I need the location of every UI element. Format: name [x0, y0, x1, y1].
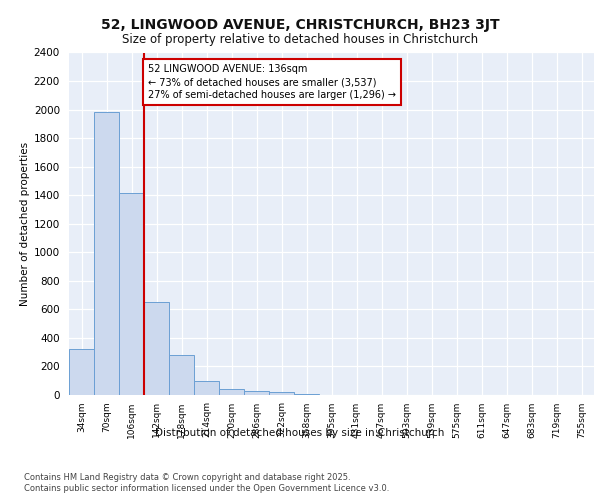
Bar	[69, 348, 94, 395]
Text: 52 LINGWOOD AVENUE: 136sqm
← 73% of detached houses are smaller (3,537)
27% of s: 52 LINGWOOD AVENUE: 136sqm ← 73% of deta…	[148, 64, 396, 100]
Text: Distribution of detached houses by size in Christchurch: Distribution of detached houses by size …	[155, 428, 445, 438]
Bar	[94, 112, 119, 395]
Bar	[194, 380, 219, 395]
Bar	[244, 390, 269, 395]
Bar	[269, 392, 294, 395]
Bar	[169, 355, 194, 395]
Y-axis label: Number of detached properties: Number of detached properties	[20, 142, 29, 306]
Bar	[119, 193, 144, 395]
Bar	[294, 394, 319, 395]
Text: Size of property relative to detached houses in Christchurch: Size of property relative to detached ho…	[122, 32, 478, 46]
Bar	[144, 302, 169, 395]
Text: 52, LINGWOOD AVENUE, CHRISTCHURCH, BH23 3JT: 52, LINGWOOD AVENUE, CHRISTCHURCH, BH23 …	[101, 18, 499, 32]
Bar	[219, 388, 244, 395]
Text: Contains HM Land Registry data © Crown copyright and database right 2025.: Contains HM Land Registry data © Crown c…	[24, 472, 350, 482]
Text: Contains public sector information licensed under the Open Government Licence v3: Contains public sector information licen…	[24, 484, 389, 493]
